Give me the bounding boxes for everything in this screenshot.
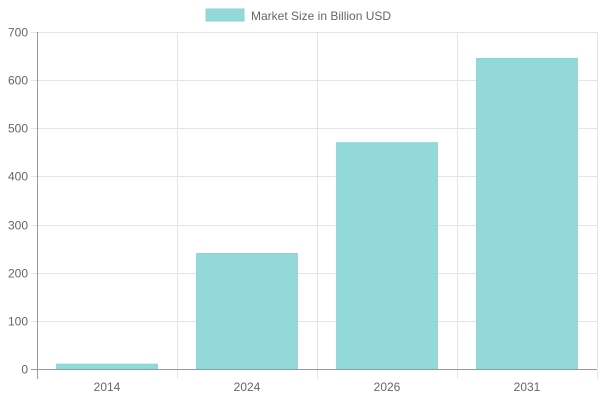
y-tick-label: 100 xyxy=(8,315,28,329)
x-tick-label: 2031 xyxy=(514,380,541,394)
bar xyxy=(476,57,578,370)
y-tick-label: 300 xyxy=(8,219,28,233)
y-tick-label: 0 xyxy=(21,363,28,377)
y-tick-label: 600 xyxy=(8,74,28,88)
bars xyxy=(56,57,578,370)
y-tick-label: 200 xyxy=(8,267,28,281)
legend[interactable]: Market Size in Billion USD xyxy=(205,8,391,23)
grid xyxy=(31,32,598,379)
x-tick-label: 2014 xyxy=(94,380,121,394)
bar xyxy=(56,363,158,370)
y-tick-label: 500 xyxy=(8,122,28,136)
x-tick-label: 2026 xyxy=(374,380,401,394)
tick-labels: 0 100 200 300 400 500 600 700 2014 2024 2026 2031 xyxy=(8,26,541,395)
legend-label: Market Size in Billion USD xyxy=(251,9,391,23)
legend-swatch xyxy=(205,8,245,22)
x-tick-label: 2024 xyxy=(234,380,261,394)
bar xyxy=(196,252,298,370)
y-tick-label: 700 xyxy=(8,26,28,40)
axes xyxy=(31,32,597,379)
bar xyxy=(336,142,438,370)
y-tick-label: 400 xyxy=(8,170,28,184)
